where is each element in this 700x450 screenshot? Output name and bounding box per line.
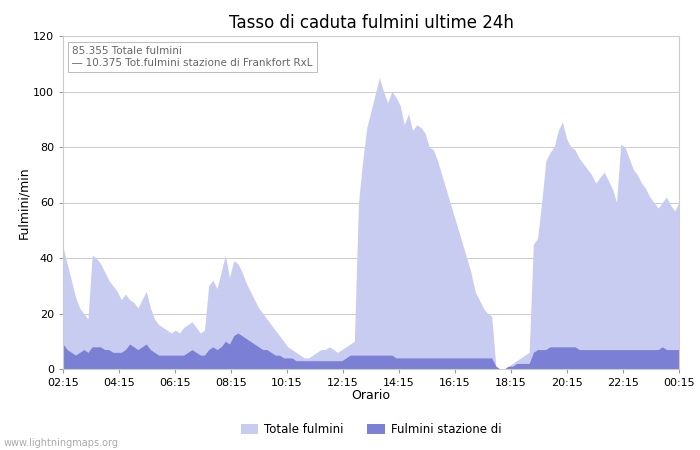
Legend: Totale fulmini, Fulmini stazione di: Totale fulmini, Fulmini stazione di (236, 418, 506, 441)
Y-axis label: Fulmini/min: Fulmini/min (17, 166, 30, 239)
Text: 85.355 Totale fulmini
― 10.375 Tot.fulmini stazione di Frankfort RxL: 85.355 Totale fulmini ― 10.375 Tot.fulmi… (72, 46, 313, 68)
Text: www.lightningmaps.org: www.lightningmaps.org (4, 438, 118, 448)
Title: Tasso di caduta fulmini ultime 24h: Tasso di caduta fulmini ultime 24h (229, 14, 513, 32)
X-axis label: Orario: Orario (351, 389, 391, 402)
